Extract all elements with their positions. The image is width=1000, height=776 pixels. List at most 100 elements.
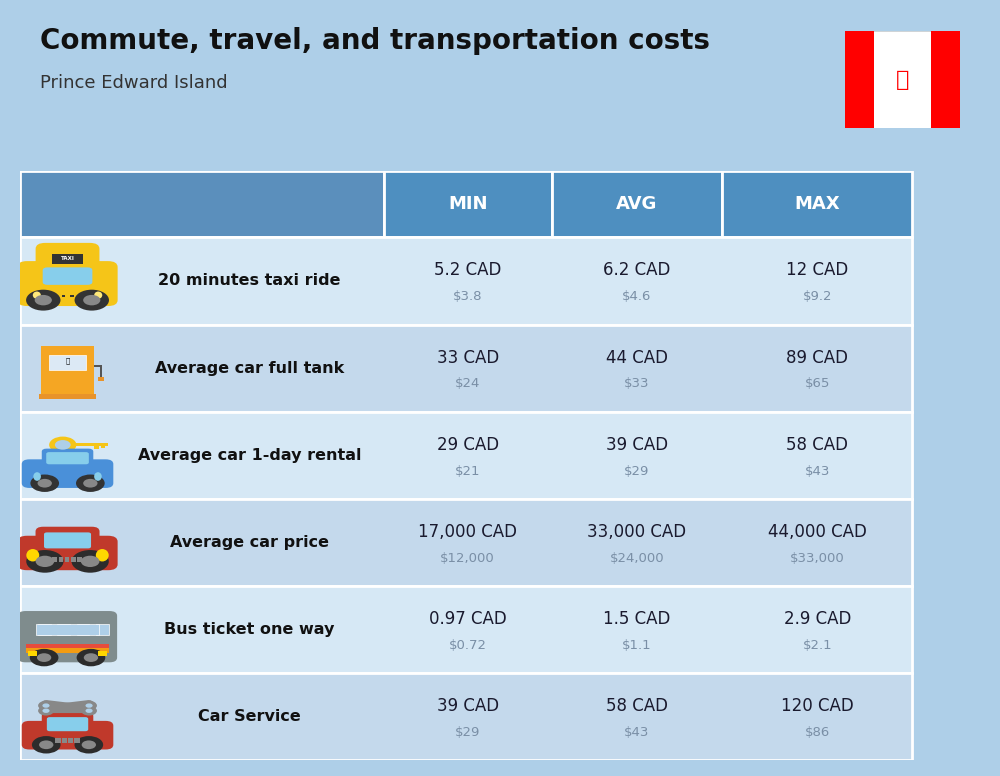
Bar [65, 557, 69, 562]
FancyBboxPatch shape [42, 449, 93, 467]
Text: 33 CAD: 33 CAD [437, 348, 499, 367]
Bar [41, 346, 94, 399]
Circle shape [49, 437, 76, 453]
Bar [57, 624, 70, 635]
Ellipse shape [26, 549, 39, 562]
Bar [52, 557, 57, 562]
Bar [77, 624, 89, 635]
Bar [77, 557, 82, 562]
Text: 39 CAD: 39 CAD [606, 436, 668, 454]
Circle shape [39, 740, 53, 749]
Text: $1.1: $1.1 [622, 639, 652, 652]
Text: $4.6: $4.6 [622, 290, 652, 303]
Text: 🍁: 🍁 [896, 70, 909, 89]
Circle shape [26, 550, 64, 573]
Bar [98, 377, 104, 381]
Text: $33: $33 [624, 377, 650, 390]
Circle shape [32, 736, 61, 753]
Text: $29: $29 [624, 465, 650, 477]
Circle shape [36, 556, 54, 567]
Circle shape [37, 653, 51, 662]
Bar [931, 31, 960, 128]
Text: 17,000 CAD: 17,000 CAD [418, 523, 517, 541]
Bar [96, 624, 109, 635]
Circle shape [85, 703, 93, 708]
Text: $43: $43 [624, 726, 650, 739]
Bar [94, 445, 99, 449]
FancyBboxPatch shape [47, 717, 88, 731]
Text: Prince Edward Island: Prince Edward Island [40, 74, 228, 92]
Bar [28, 651, 37, 656]
Bar [101, 445, 105, 449]
Bar [74, 738, 80, 743]
Bar [55, 738, 61, 743]
Text: $43: $43 [805, 465, 830, 477]
Text: 33,000 CAD: 33,000 CAD [587, 523, 686, 541]
FancyBboxPatch shape [44, 532, 91, 549]
FancyBboxPatch shape [36, 527, 100, 553]
Circle shape [38, 701, 54, 710]
Bar [62, 295, 65, 297]
Bar [52, 255, 83, 265]
Bar [71, 557, 76, 562]
Text: Commute, travel, and transportation costs: Commute, travel, and transportation cost… [40, 27, 710, 55]
Bar [20, 324, 912, 412]
Bar [384, 171, 552, 237]
Text: $12,000: $12,000 [440, 552, 495, 565]
Bar [845, 31, 874, 128]
Circle shape [38, 479, 52, 487]
Bar [59, 557, 63, 562]
Text: $3.8: $3.8 [453, 290, 482, 303]
Text: 58 CAD: 58 CAD [606, 698, 668, 715]
Text: 44,000 CAD: 44,000 CAD [768, 523, 867, 541]
Ellipse shape [96, 549, 109, 562]
Bar [20, 412, 912, 499]
Text: $29: $29 [455, 726, 480, 739]
Circle shape [35, 295, 52, 306]
Bar [100, 365, 102, 379]
Text: Car Service: Car Service [198, 709, 301, 724]
Text: 39 CAD: 39 CAD [437, 698, 499, 715]
Text: $0.72: $0.72 [449, 639, 487, 652]
Circle shape [30, 474, 59, 492]
Text: $24,000: $24,000 [610, 552, 664, 565]
Circle shape [76, 474, 105, 492]
Bar [20, 674, 912, 760]
Text: 20 minutes taxi ride: 20 minutes taxi ride [158, 273, 341, 289]
FancyBboxPatch shape [17, 261, 118, 306]
Text: $86: $86 [805, 726, 830, 739]
Circle shape [83, 295, 100, 306]
Circle shape [74, 736, 103, 753]
Text: MIN: MIN [448, 195, 487, 213]
Text: 29 CAD: 29 CAD [437, 436, 499, 454]
FancyBboxPatch shape [22, 459, 113, 488]
Text: 5.2 CAD: 5.2 CAD [434, 262, 501, 279]
Bar [45, 295, 49, 297]
Text: $9.2: $9.2 [803, 290, 832, 303]
Circle shape [81, 706, 97, 715]
Bar [53, 295, 57, 297]
Text: 58 CAD: 58 CAD [786, 436, 848, 454]
Text: 1.5 CAD: 1.5 CAD [603, 610, 671, 629]
Circle shape [42, 708, 50, 713]
Circle shape [85, 708, 93, 713]
Bar [76, 443, 108, 446]
Ellipse shape [94, 292, 102, 299]
Bar [68, 738, 73, 743]
Bar [49, 355, 86, 370]
Circle shape [55, 440, 71, 449]
Bar [26, 644, 109, 649]
FancyBboxPatch shape [36, 243, 99, 273]
Text: 89 CAD: 89 CAD [786, 348, 848, 367]
Circle shape [75, 289, 109, 310]
Circle shape [83, 479, 98, 487]
Text: Average car 1-day rental: Average car 1-day rental [138, 448, 361, 462]
Text: 0.97 CAD: 0.97 CAD [429, 610, 507, 629]
Circle shape [30, 649, 58, 667]
Text: 6.2 CAD: 6.2 CAD [603, 262, 671, 279]
Bar [20, 237, 912, 324]
Text: $24: $24 [455, 377, 480, 390]
Circle shape [82, 740, 96, 749]
FancyBboxPatch shape [43, 268, 92, 285]
Ellipse shape [33, 473, 41, 481]
